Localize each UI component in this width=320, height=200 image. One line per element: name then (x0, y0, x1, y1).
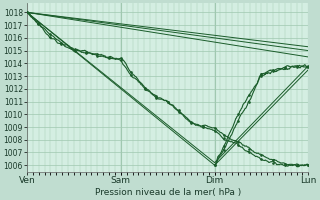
X-axis label: Pression niveau de la mer( hPa ): Pression niveau de la mer( hPa ) (94, 188, 241, 197)
